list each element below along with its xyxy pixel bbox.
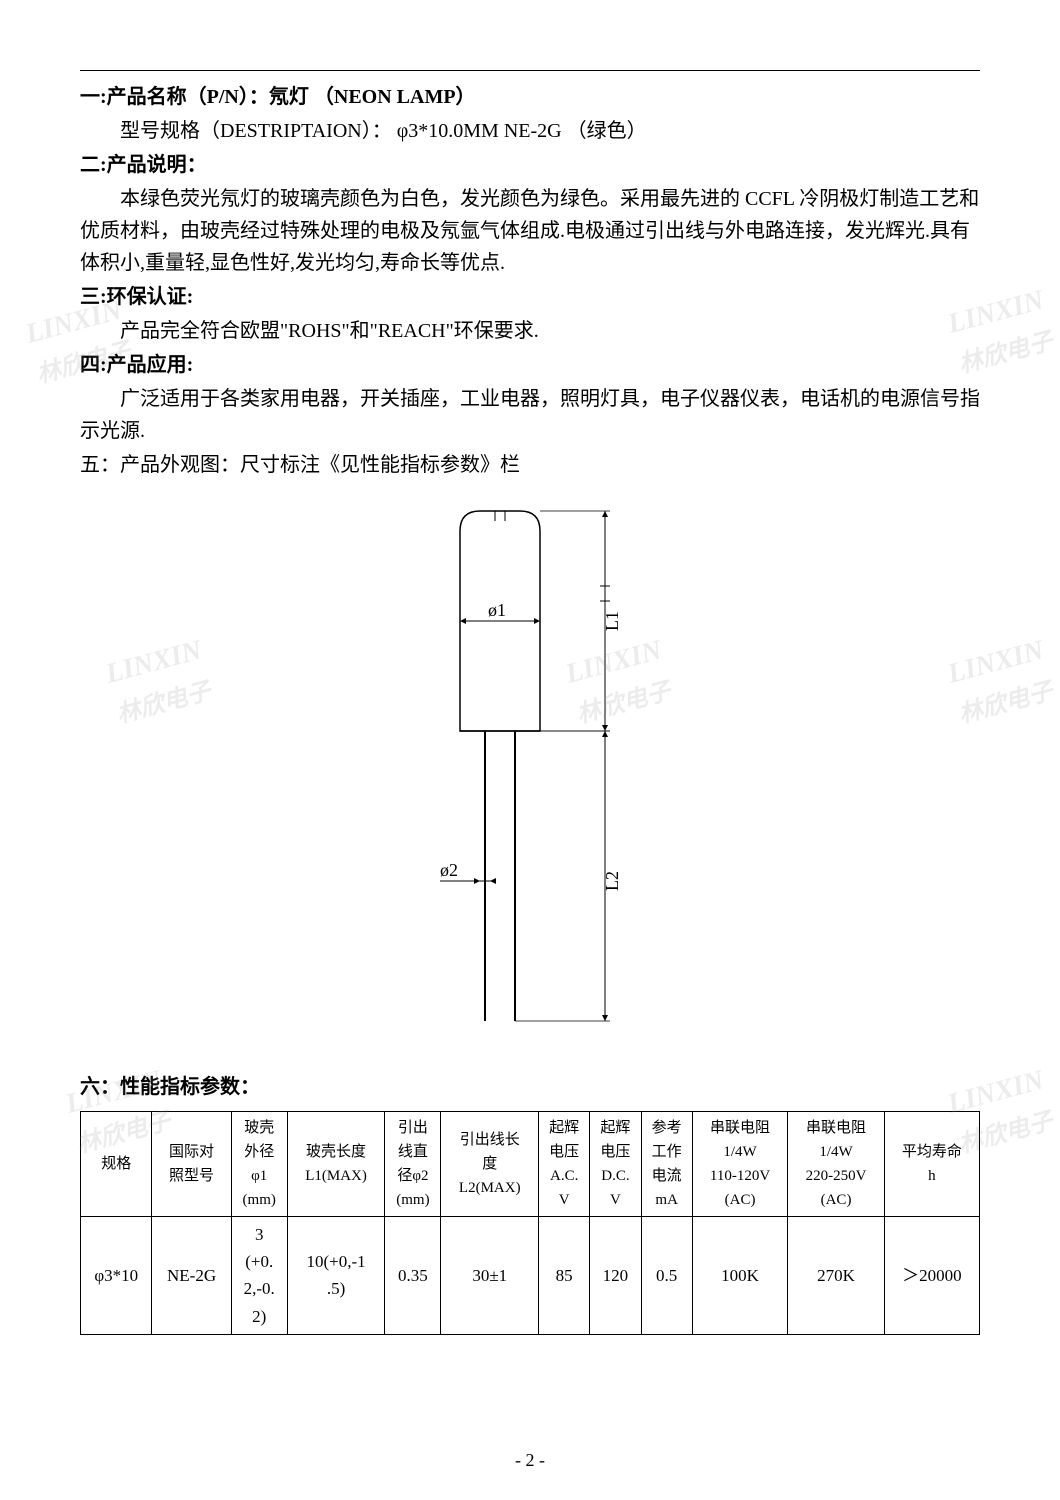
section-4-heading: 四:产品应用: — [80, 354, 193, 376]
section-description: 二:产品说明： — [80, 149, 980, 181]
diagram-container: ø1 L1 ø2 L2 — [80, 501, 980, 1041]
page-number: - 2 - — [515, 1446, 545, 1475]
td-lifetime: ＞20000 — [884, 1217, 979, 1335]
section-2-heading: 二:产品说明： — [80, 154, 207, 176]
section-product-name: 一:产品名称（P/N）：氖灯 （NEON LAMP） — [80, 81, 980, 113]
model-spec: 型号规格（DESTRIPTAION）： φ3*10.0MM NE-2G （绿色） — [120, 115, 980, 147]
td-ref-current: 0.5 — [641, 1217, 692, 1335]
section-5-heading: 五：产品外观图：尺寸标注《见性能指标参数》栏 — [80, 454, 520, 476]
td-res-110: 100K — [692, 1217, 788, 1335]
th-shell-dia: 玻壳外径φ1(mm) — [231, 1112, 287, 1217]
phi2-label: ø2 — [440, 860, 458, 880]
l1-label: L1 — [602, 611, 622, 631]
th-lead-dia: 引出线直径φ2(mm) — [385, 1112, 441, 1217]
section-3-heading: 三:环保认证: — [80, 286, 193, 308]
l2-label: L2 — [602, 871, 622, 891]
td-lead-len: 30±1 — [441, 1217, 539, 1335]
td-shell-len: 10(+0,-1.5) — [287, 1217, 385, 1335]
section-6-heading: 六：性能指标参数： — [80, 1071, 980, 1103]
th-strike-dc: 起辉电压D.C.V — [590, 1112, 641, 1217]
td-shell-dia: 3(+0.2,-0.2) — [231, 1217, 287, 1335]
section-3-text: 产品完全符合欧盟"ROHS"和"REACH"环保要求. — [120, 315, 980, 347]
th-res-220: 串联电阻1/4W220-250V(AC) — [788, 1112, 884, 1217]
td-lead-dia: 0.35 — [385, 1217, 441, 1335]
section-2-text: 本绿色荧光氖灯的玻璃壳颜色为白色，发光颜色为绿色。采用最先进的 CCFL 冷阴极… — [80, 183, 980, 279]
th-res-110: 串联电阻1/4W110-120V(AC) — [692, 1112, 788, 1217]
th-spec: 规格 — [81, 1112, 152, 1217]
td-strike-ac: 85 — [539, 1217, 590, 1335]
td-intl: NE-2G — [152, 1217, 231, 1335]
model-value: φ3*10.0MM NE-2G （绿色） — [397, 120, 647, 142]
th-lifetime: 平均寿命h — [884, 1112, 979, 1217]
table-row: φ3*10 NE-2G 3(+0.2,-0.2) 10(+0,-1.5) 0.3… — [81, 1217, 980, 1335]
lamp-diagram: ø1 L1 ø2 L2 — [380, 501, 680, 1041]
th-ref-current: 参考工作电流mA — [641, 1112, 692, 1217]
th-shell-len: 玻壳长度L1(MAX) — [287, 1112, 385, 1217]
model-label: 型号规格（DESTRIPTAION）： — [120, 120, 392, 142]
th-lead-len: 引出线长度L2(MAX) — [441, 1112, 539, 1217]
section-4-text: 广泛适用于各类家用电器，开关插座，工业电器，照明灯具，电子仪器仪表，电话机的电源… — [80, 383, 980, 447]
section-env: 三:环保认证: — [80, 281, 980, 313]
td-strike-dc: 120 — [590, 1217, 641, 1335]
spec-table: 规格 国际对照型号 玻壳外径φ1(mm) 玻壳长度L1(MAX) 引出线直径φ2… — [80, 1111, 980, 1335]
section-appearance: 五：产品外观图：尺寸标注《见性能指标参数》栏 — [80, 449, 980, 481]
section-1-heading: 一:产品名称（P/N）：氖灯 （NEON LAMP） — [80, 86, 476, 108]
th-intl: 国际对照型号 — [152, 1112, 231, 1217]
td-res-220: 270K — [788, 1217, 884, 1335]
phi1-label: ø1 — [488, 600, 506, 620]
section-application: 四:产品应用: — [80, 349, 980, 381]
td-spec: φ3*10 — [81, 1217, 152, 1335]
th-strike-ac: 起辉电压A.C.V — [539, 1112, 590, 1217]
